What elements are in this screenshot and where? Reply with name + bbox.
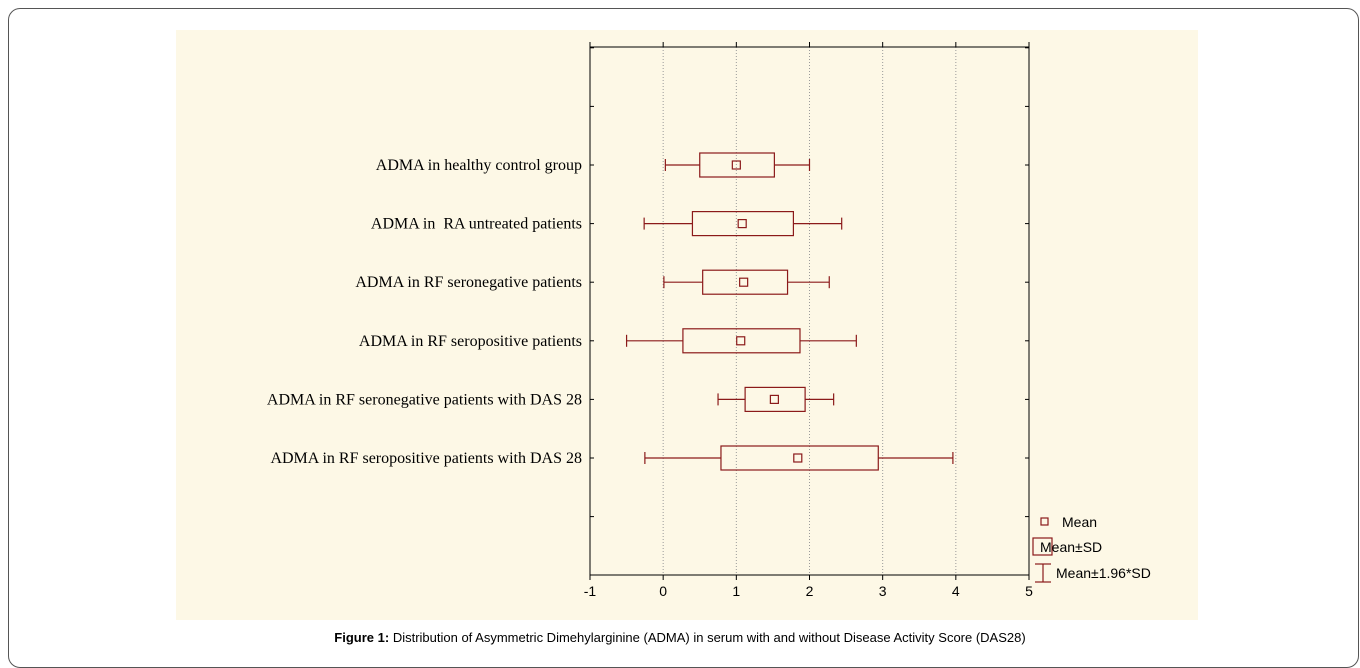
caption-text: Distribution of Asymmetric Dimehylargini… (392, 630, 1026, 645)
sd-box (682, 328, 801, 354)
mean-marker (737, 219, 747, 229)
mean-marker (769, 394, 779, 404)
box-plot-item (644, 445, 954, 471)
category-label: ADMA in RF seropositive patients (359, 333, 582, 350)
x-tick-label: 5 (1025, 583, 1033, 599)
box-plot-item (625, 328, 857, 354)
box-plot-chart: -1 0 1 2 3 4 5 ADMA in healthy control group ADM… (267, 42, 1151, 599)
x-tick-label: -1 (584, 583, 597, 599)
x-tick-label: 1 (732, 583, 740, 599)
mean-marker (793, 453, 803, 463)
legend-mean-icon (1040, 517, 1049, 526)
caption-label: Figure 1: (334, 630, 390, 645)
sd-box (699, 152, 775, 178)
box-plot-item (717, 386, 835, 412)
category-label: ADMA in RF seropositive patients with DA… (270, 450, 582, 467)
category-label: ADMA in RA untreated patients (371, 216, 582, 233)
x-tick-label: 2 (806, 583, 814, 599)
x-tick-label: 0 (659, 583, 667, 599)
legend-label-ci: Mean±1.96*SD (1056, 565, 1151, 581)
category-label: ADMA in healthy control group (376, 157, 582, 174)
x-tick-label: 3 (879, 583, 887, 599)
sd-box (744, 386, 806, 412)
box-plot-item (664, 152, 811, 178)
mean-marker (731, 160, 741, 170)
figure-caption: Figure 1: Distribution of Asymmetric Dim… (0, 630, 1360, 645)
box-plot-item (663, 269, 830, 295)
legend: Mean Mean±SD Mean±1.96*SD (1032, 514, 1151, 583)
legend-label-sd: Mean±SD (1040, 539, 1102, 555)
category-label: ADMA in RF seronegative patients with DA… (267, 391, 582, 408)
legend-label-mean: Mean (1062, 514, 1097, 530)
sd-box (691, 211, 795, 237)
legend-sd-icon (1032, 537, 1053, 556)
sd-box (702, 269, 789, 295)
box-plot-item (643, 211, 843, 237)
mean-marker (736, 336, 746, 346)
chart-panel: -1 0 1 2 3 4 5 ADMA in healthy control group ADM… (176, 30, 1198, 620)
sd-box (720, 445, 879, 471)
mean-marker (739, 277, 749, 287)
category-label: ADMA in RF seronegative patients (355, 274, 582, 291)
x-tick-label: 4 (952, 583, 960, 599)
